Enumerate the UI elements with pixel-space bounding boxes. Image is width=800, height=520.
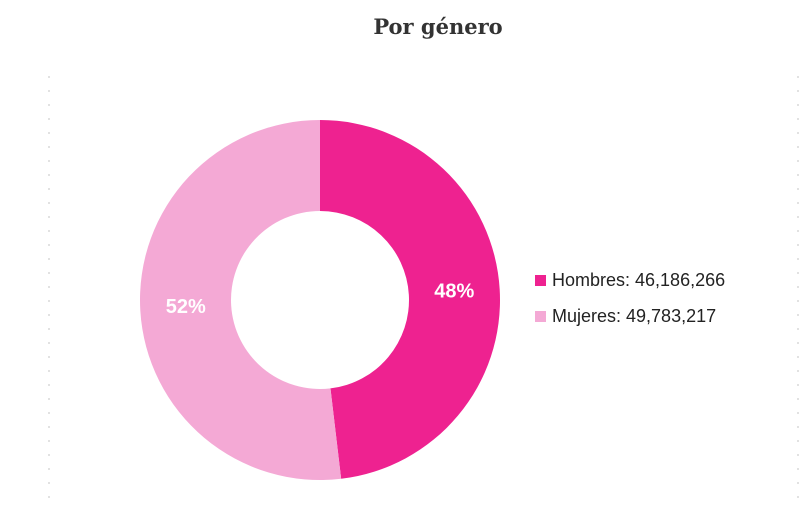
donut-chart: 48% 52%: [140, 120, 501, 480]
grid-dots-left: [48, 70, 50, 510]
legend-swatch-hombres: [535, 274, 546, 286]
legend-item-mujeres[interactable]: Mujeres: 49,783,217: [535, 298, 725, 334]
slice-hombres[interactable]: [320, 120, 501, 479]
chart-title: Por género: [373, 14, 503, 39]
data-label-mujeres: 52%: [166, 296, 206, 318]
grid-dots-right: [797, 70, 799, 510]
legend: Hombres: 46,186,266 Mujeres: 49,783,217: [535, 262, 725, 334]
data-label-hombres: 48%: [434, 280, 474, 302]
legend-label-hombres: Hombres: 46,186,266: [552, 269, 726, 290]
legend-item-hombres[interactable]: Hombres: 46,186,266: [535, 262, 725, 298]
legend-label-mujeres: Mujeres: 49,783,217: [552, 305, 717, 326]
slice-mujeres[interactable]: [140, 120, 342, 480]
legend-swatch-mujeres: [535, 310, 546, 322]
